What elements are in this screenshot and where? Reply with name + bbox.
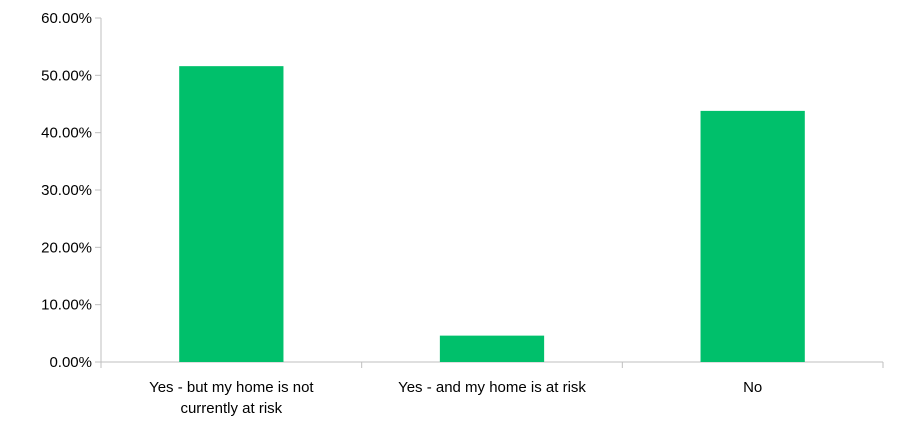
- y-tick-label: 0.00%: [49, 354, 92, 371]
- y-tick-label: 50.00%: [41, 67, 92, 84]
- bar: [700, 110, 805, 362]
- x-tick-label: No: [743, 379, 762, 396]
- y-tick-label: 20.00%: [41, 239, 92, 256]
- bar: [439, 335, 545, 362]
- x-tick-label: Yes - and my home is at risk: [398, 379, 586, 396]
- y-tick-label: 30.00%: [41, 182, 92, 199]
- y-tick-label: 40.00%: [41, 125, 92, 142]
- y-tick-label: 60.00%: [41, 10, 92, 27]
- y-tick-label: 10.00%: [41, 297, 92, 314]
- x-tick-label: Yes - but my home is not currently at ris…: [149, 379, 314, 417]
- bar: [179, 66, 284, 362]
